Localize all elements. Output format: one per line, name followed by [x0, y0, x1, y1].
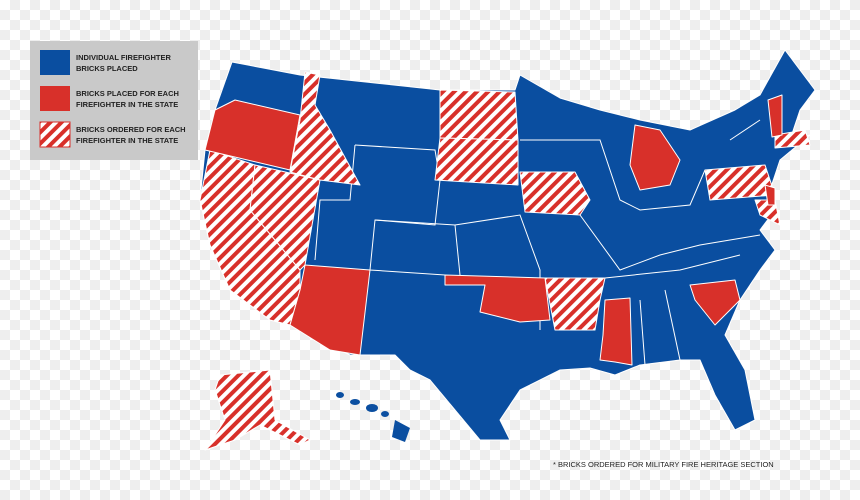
- legend-swatch: [40, 50, 70, 75]
- hawaii: [336, 392, 410, 442]
- legend-label: BRICKS ORDERED FOR EACH: [76, 125, 186, 134]
- ordered-states: [199, 71, 811, 451]
- footnote: * BRICKS ORDERED FOR MILITARY FIRE HERIT…: [553, 460, 774, 469]
- legend-label: INDIVIDUAL FIREFIGHTER: [76, 53, 171, 62]
- legend-label: BRICKS PLACED: [76, 64, 138, 73]
- legend-swatch: [40, 86, 70, 111]
- legend-label: BRICKS PLACED FOR EACH: [76, 89, 179, 98]
- legend: INDIVIDUAL FIREFIGHTER BRICKS PLACED BRI…: [30, 41, 198, 160]
- legend-label: FIREFIGHTER IN THE STATE: [76, 136, 178, 145]
- placed-states: [204, 94, 783, 366]
- legend-label: FIREFIGHTER IN THE STATE: [76, 100, 178, 109]
- legend-swatch: [39, 121, 71, 148]
